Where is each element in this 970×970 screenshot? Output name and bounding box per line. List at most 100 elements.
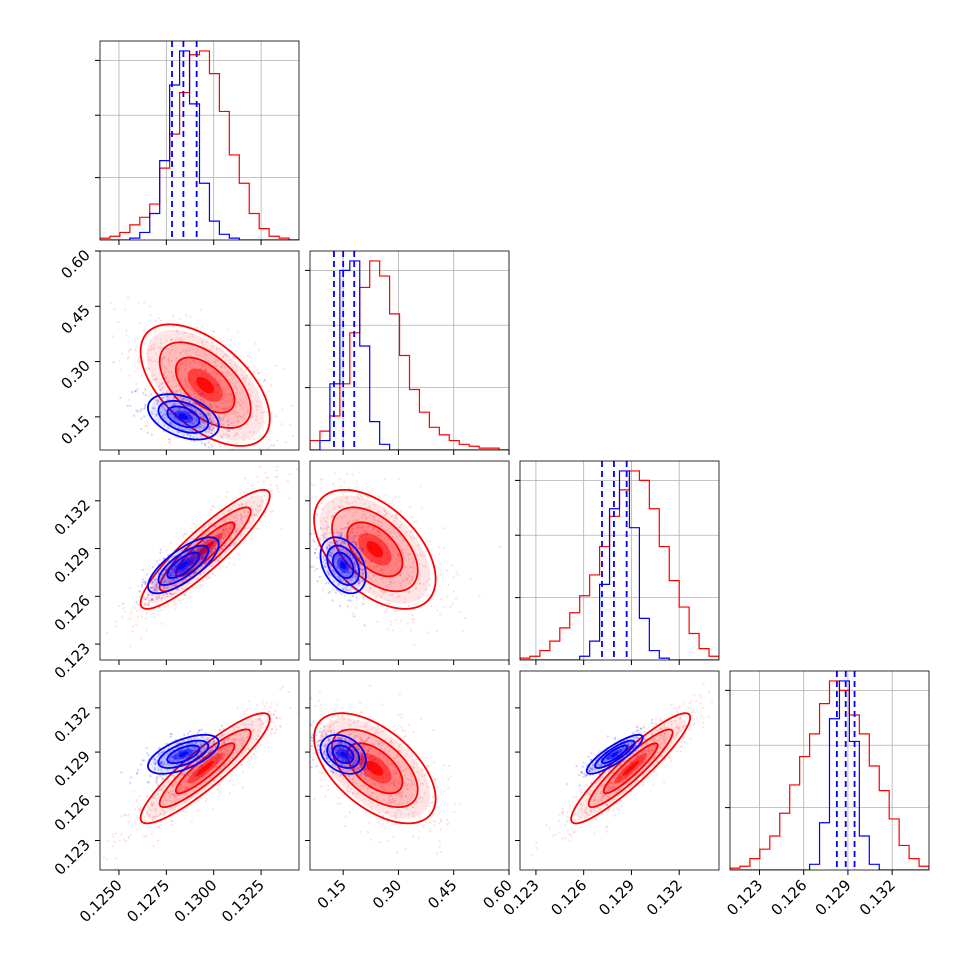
histogram-series-1 [100, 50, 299, 240]
y-tick-label: 0.123 [51, 639, 94, 682]
contour-line-series-2 [157, 739, 210, 769]
contour-line-series-2 [319, 536, 367, 595]
x-tick-label: 0.1300 [171, 876, 221, 926]
contour-line-series-2 [157, 399, 210, 434]
contour-line-series-2 [319, 733, 367, 775]
x-tick-label: 0.126 [547, 876, 590, 919]
histogram-panel-3 [515, 460, 720, 665]
contour-line-series-2 [326, 544, 361, 586]
contour-line-series-1 [158, 728, 252, 809]
histogram-series-1 [730, 680, 929, 870]
histogram-series-1 [310, 260, 509, 450]
contour-line-series-1 [158, 341, 252, 429]
contour-line-series-1 [602, 742, 659, 795]
density-fill [366, 541, 384, 558]
contour-line-series-1 [313, 712, 437, 825]
scatter-panel-4-3: 0.123 0.126 0.129 0.132 [500, 670, 720, 919]
contour-line-series-1 [346, 521, 404, 578]
histogram-panel-2 [305, 250, 510, 455]
density-fill [340, 561, 347, 570]
panel-frame [519, 670, 720, 871]
density-fill [178, 413, 189, 420]
contour-line-series-2 [147, 393, 220, 441]
contour-line-series-1 [139, 488, 271, 610]
contour-line-series-2 [147, 536, 220, 595]
y-tick-label: 0.15 [57, 412, 93, 448]
histogram-panel-4: 0.123 0.126 0.129 0.132 [723, 670, 930, 919]
density-fill [340, 751, 347, 757]
panel-frame [99, 250, 300, 451]
x-tick-label: 0.30 [369, 876, 405, 912]
contour-line-series-1 [139, 323, 271, 447]
panel-frame [309, 460, 510, 661]
x-tick-label: 0.129 [812, 876, 855, 919]
x-tick-label: 0.15 [314, 876, 350, 912]
contour-line-series-1 [331, 506, 419, 593]
contour-line-series-2 [166, 551, 201, 579]
scatter-panel-3-2 [305, 460, 510, 665]
contour-line-series-2 [166, 744, 201, 765]
density-fill [196, 376, 214, 394]
histogram-panel-1 [95, 40, 300, 245]
histogram-series-2 [520, 470, 719, 660]
y-tick-label: 0.126 [51, 791, 94, 834]
panel-frame [99, 40, 300, 241]
contour-line-series-1 [174, 356, 236, 414]
panel-background [520, 671, 719, 870]
panel-frame [99, 460, 300, 661]
y-tick-label: 0.126 [51, 591, 94, 634]
density-fill [196, 541, 214, 558]
contour-line-series-2 [331, 551, 355, 579]
x-tick-label: 0.45 [424, 876, 460, 912]
panel-frame [729, 670, 930, 871]
x-tick-label: 0.132 [643, 876, 686, 919]
panel-frame [99, 670, 300, 871]
contour-line-series-1 [587, 728, 674, 809]
histogram-series-2 [100, 50, 299, 240]
y-tick-label: 0.132 [51, 703, 94, 746]
density-fill [622, 760, 639, 776]
contour-line-series-1 [174, 521, 236, 578]
histogram-series-2 [310, 260, 509, 450]
x-tick-label: 0.132 [856, 876, 899, 919]
contour-line-series-2 [166, 405, 201, 429]
x-tick-label: 0.129 [595, 876, 638, 919]
x-tick-label: 0.1275 [123, 876, 173, 926]
x-tick-label: 0.126 [767, 876, 810, 919]
panel-background [310, 671, 509, 870]
density-fill [178, 561, 189, 570]
contour-line-series-1 [174, 742, 236, 795]
contour-line-series-2 [601, 744, 629, 765]
x-tick-label: 0.1250 [76, 876, 126, 926]
y-tick-label: 0.129 [51, 747, 94, 790]
y-tick-label: 0.60 [57, 246, 93, 282]
panel-frame [309, 670, 510, 871]
panel-frame [309, 250, 510, 451]
contour-line-series-2 [331, 744, 355, 765]
y-tick-label: 0.132 [51, 496, 94, 539]
histogram-series-2 [730, 680, 929, 870]
x-tick-label: 0.1325 [218, 876, 268, 926]
panel-frame [519, 460, 720, 661]
x-tick-label: 0.123 [723, 876, 766, 919]
contour-line-series-1 [139, 712, 271, 825]
y-tick-label: 0.129 [51, 544, 94, 587]
density-fill [610, 751, 619, 757]
y-tick-label: 0.123 [51, 836, 94, 879]
contour-line-series-2 [594, 739, 636, 769]
contour-line-series-2 [585, 733, 644, 775]
y-tick-label: 0.45 [57, 301, 93, 337]
contour-line-series-2 [147, 733, 220, 775]
contour-line-series-1 [158, 506, 252, 593]
contour-line-series-2 [326, 739, 361, 769]
contour-line-series-2 [157, 544, 210, 586]
density-fill [366, 760, 384, 776]
scatter-panel-2-1: 0.15 0.30 0.45 0.60 [57, 246, 300, 455]
contour-line-series-1 [570, 712, 692, 825]
scatter-panel-4-2: 0.15 0.30 0.45 0.60 [305, 670, 516, 912]
y-tick-label: 0.30 [57, 357, 93, 393]
density-fill [178, 751, 189, 757]
